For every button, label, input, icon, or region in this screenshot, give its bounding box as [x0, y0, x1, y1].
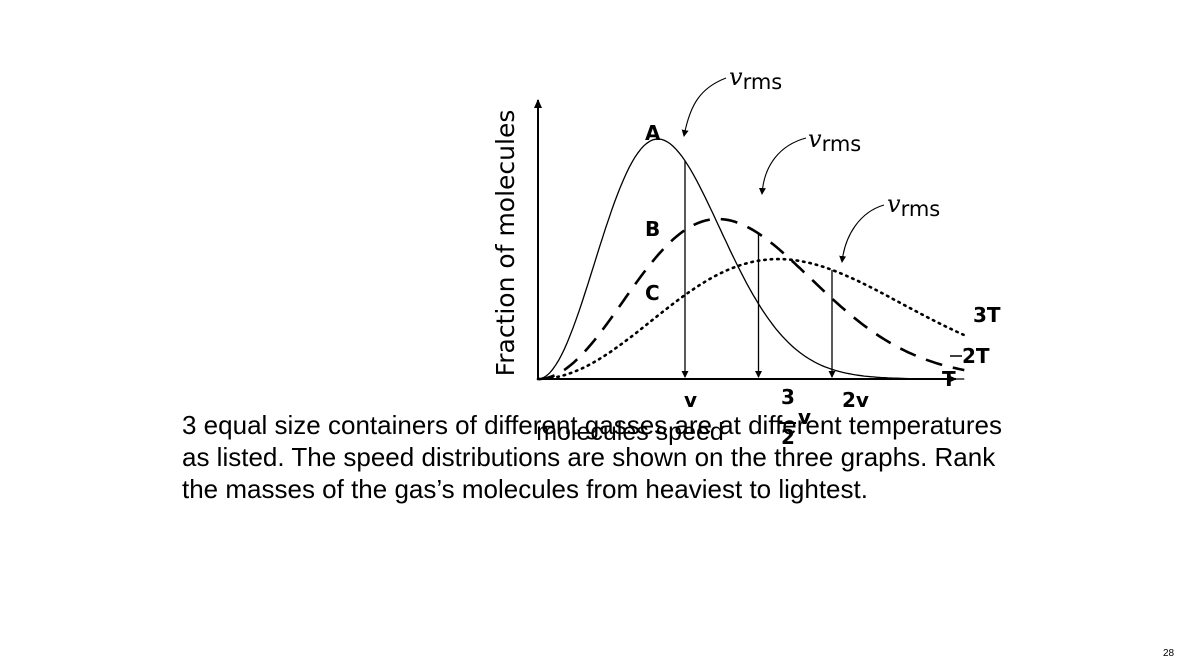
vrms-annotation-1-arrow	[681, 77, 727, 137]
vrms-annotation-2-arrow	[758, 137, 807, 195]
series-label-2T: 2T	[962, 344, 990, 368]
series-line-T	[537, 138, 965, 380]
vrms-annotation-3-arrow	[839, 204, 885, 263]
vrms-annotation-3: vrms	[887, 190, 940, 221]
series-label-T: T	[942, 367, 956, 391]
page-number: 28	[1163, 648, 1175, 659]
y-axis-label: Fraction of molecules	[491, 110, 520, 377]
x-tick-label-v: v	[684, 388, 697, 412]
x-tick-label-3-over-2-var: v	[798, 405, 811, 429]
vrms-annotation-2: vrms	[808, 125, 861, 156]
question-line-1: 3 equal size containers of different gas…	[182, 410, 1002, 440]
vrms-annotation-1: vrms	[729, 63, 782, 94]
x-axis-label: molecules speed	[536, 418, 724, 446]
rms-drop-lines	[681, 160, 836, 378]
x-tick-label-3-over-2-denominator: 2	[781, 425, 795, 449]
curve-label-A: A	[645, 121, 661, 145]
series-line-2T	[537, 217, 965, 381]
x-tick-label-3-over-2-numerator: 3	[781, 385, 795, 409]
curve-label-B: B	[645, 217, 660, 241]
series-line-3T	[536, 257, 966, 381]
series-label-3T: 3T	[973, 303, 1001, 327]
question-line-3: the masses of the gas’s molecules from h…	[182, 474, 868, 504]
question-text: 3 equal size containers of different gas…	[182, 409, 1042, 505]
x-tick-label-2v: 2v	[842, 388, 869, 412]
question-line-2: as listed. The speed distributions are s…	[182, 442, 996, 472]
curve-label-C: C	[645, 281, 660, 305]
